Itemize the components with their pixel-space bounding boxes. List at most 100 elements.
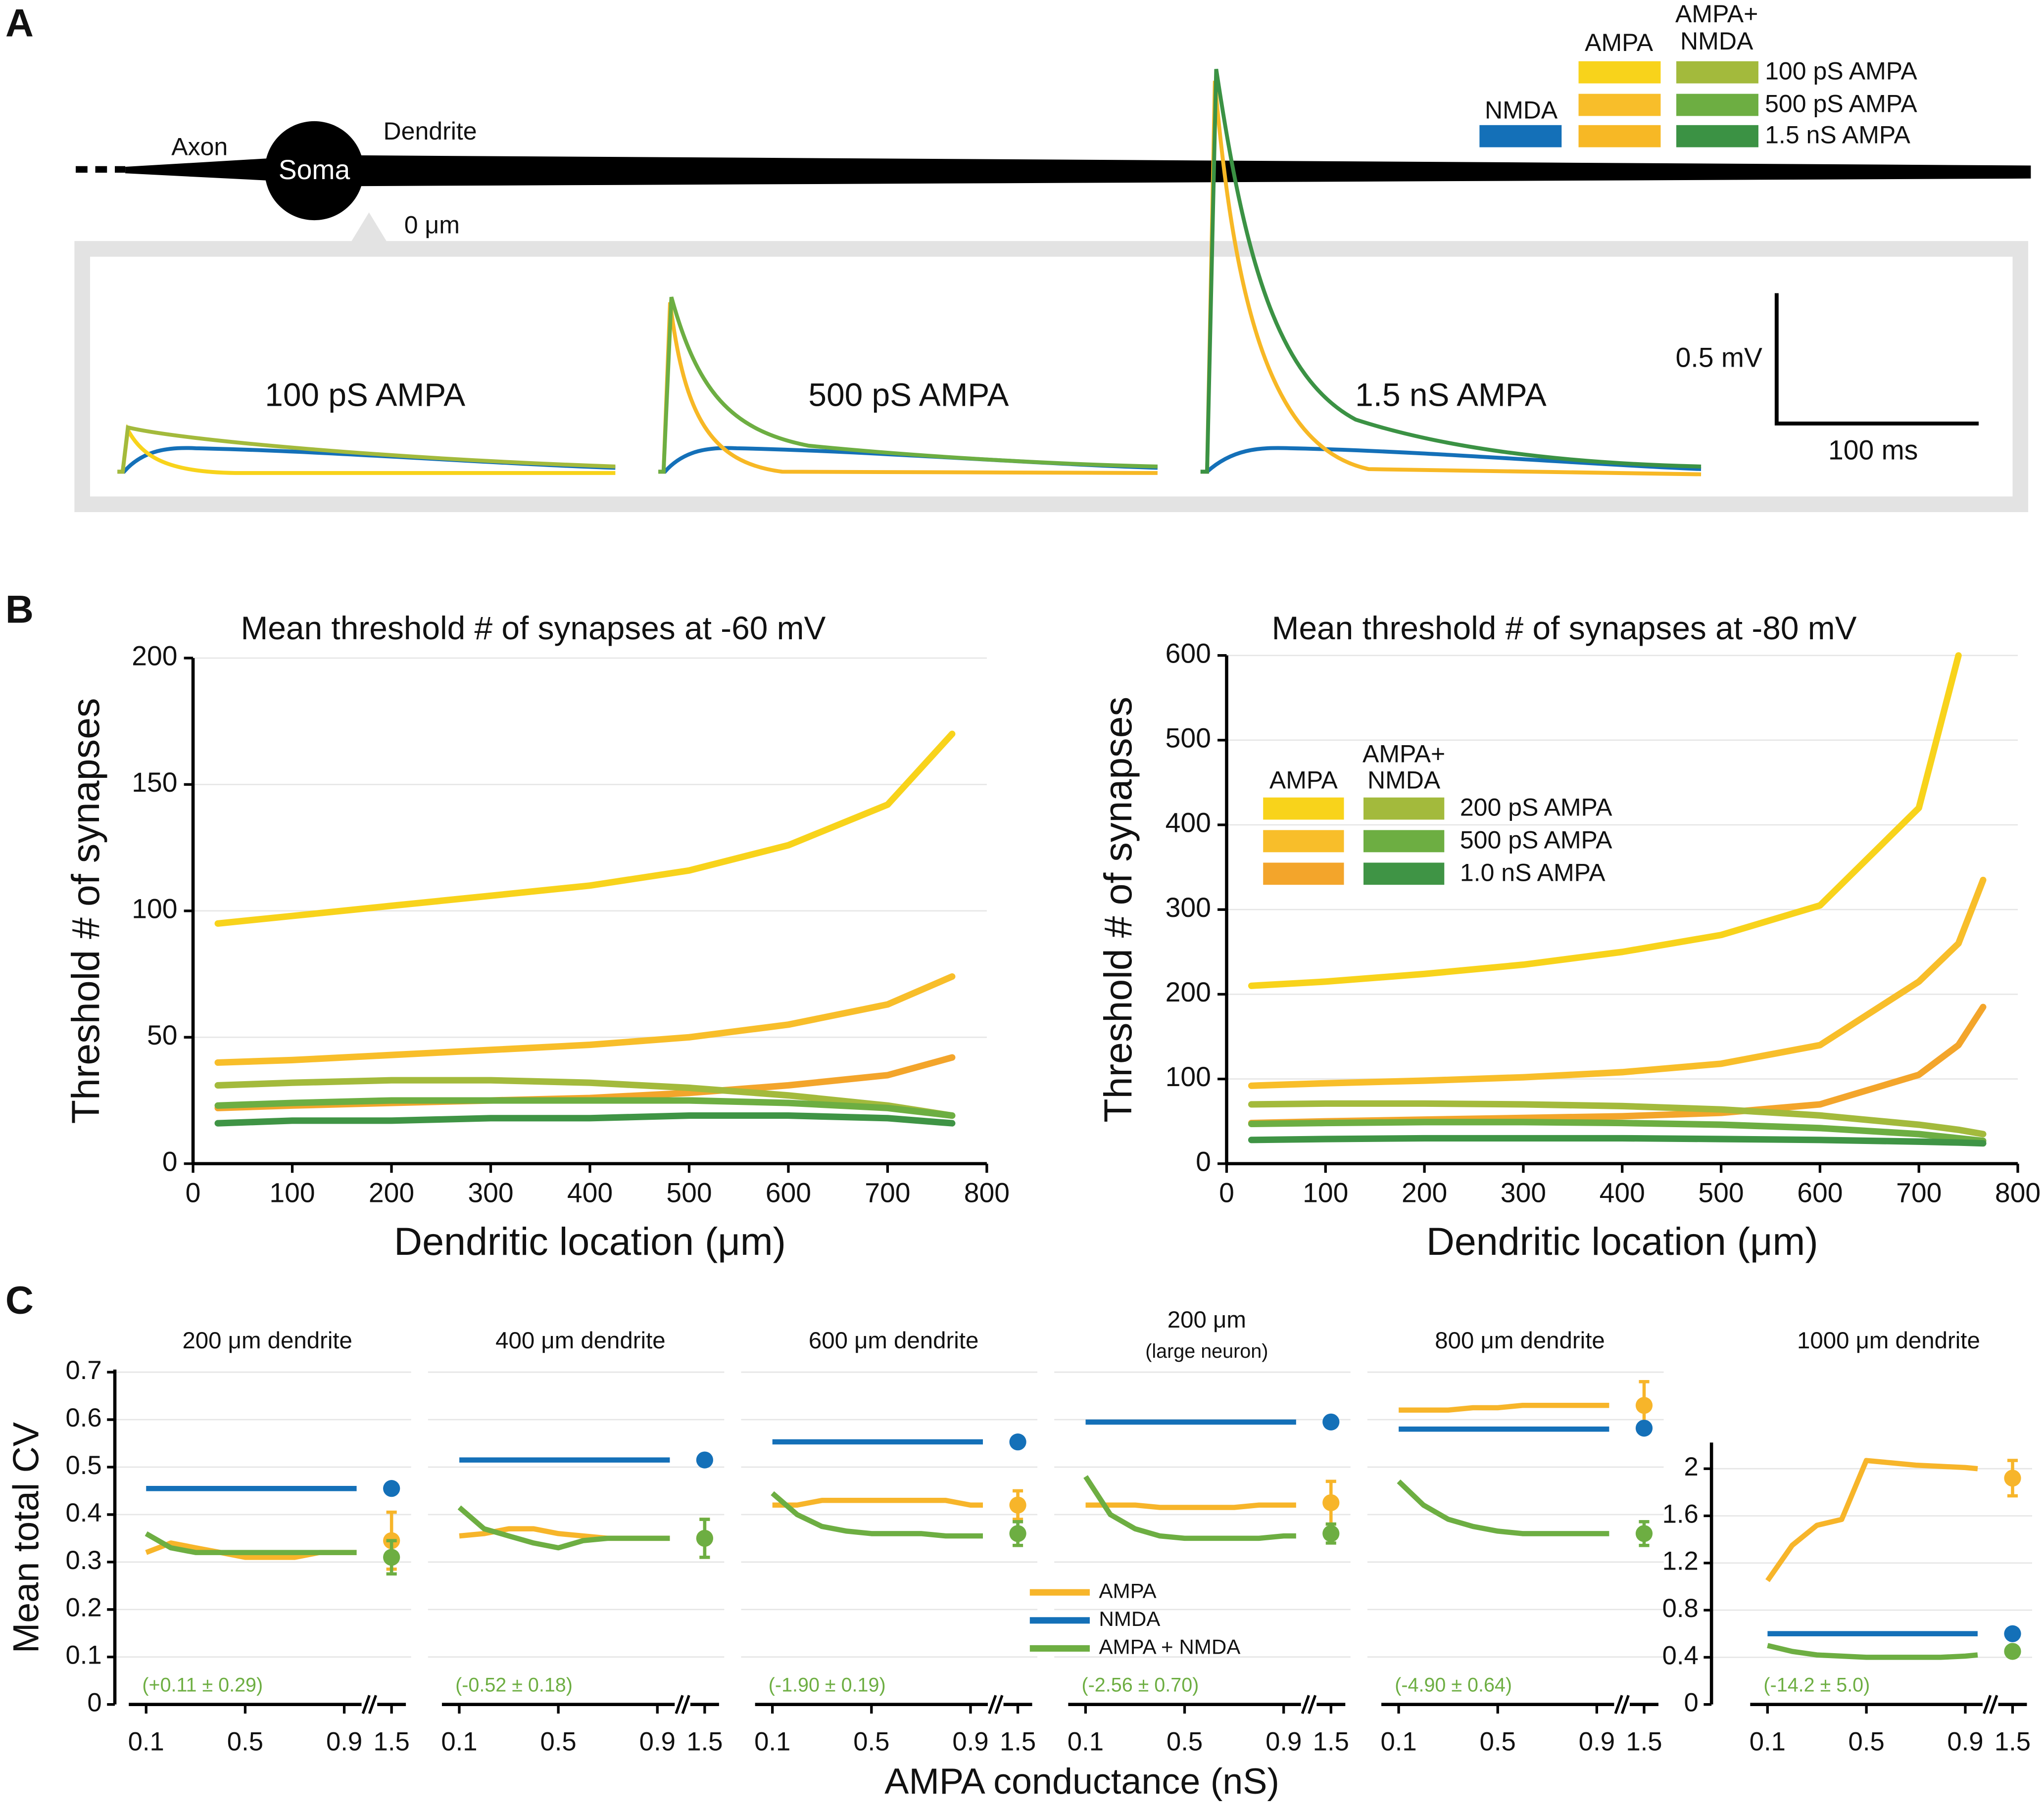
axon-label: Axon — [171, 133, 228, 160]
legend-swatch — [1578, 61, 1661, 84]
trace-nmda — [1200, 446, 1702, 474]
legend-header: AMPA — [1269, 766, 1338, 794]
dendrite — [313, 155, 2031, 187]
y-axis-label: Mean total CV — [5, 1422, 47, 1653]
y-tick-label: 0.4 — [1662, 1641, 1699, 1670]
annotation: (-0.52 ± 0.18) — [455, 1674, 573, 1696]
point — [1322, 1525, 1340, 1542]
legend-swatch — [1676, 61, 1758, 84]
scale-label: 0.5 mV — [1676, 342, 1762, 373]
legend-label: 100 pS AMPA — [1765, 57, 1917, 85]
y-axis-label: Threshold # of synapses — [63, 698, 107, 1124]
series-line — [214, 730, 956, 927]
soma — [264, 121, 364, 221]
series-line — [1397, 1479, 1609, 1536]
legend-label: 500 pS AMPA — [1460, 826, 1612, 854]
legend-label: AMPA + NMDA — [1099, 1635, 1241, 1659]
point — [383, 1549, 400, 1566]
y-tick-label: 0.7 — [66, 1356, 102, 1385]
trace-ampa-nmda — [117, 425, 616, 474]
x-tick-label: 700 — [1896, 1178, 1942, 1208]
y-tick-label: 0 — [1196, 1146, 1211, 1177]
x-tick-label: 100 — [1303, 1178, 1348, 1208]
legend-a: NMDA AMPA AMPA+ NMDA 100 pS AMPA 500 pS … — [1479, 0, 1917, 149]
series-line — [1083, 1475, 1296, 1541]
series-line — [1399, 1403, 1609, 1413]
annotation: (-4.90 ± 0.64) — [1395, 1674, 1512, 1696]
series-line — [1248, 1100, 1987, 1138]
x-tick-label: 0.5 — [1480, 1727, 1516, 1757]
series-line — [772, 1498, 983, 1508]
x-tick-label: 1.5 — [1313, 1727, 1349, 1757]
legend-label: AMPA — [1099, 1579, 1157, 1602]
series-line — [1248, 652, 1962, 989]
series-line — [214, 1077, 956, 1119]
x-tick-label: 0.1 — [1068, 1727, 1104, 1757]
legend-swatch — [1578, 125, 1661, 147]
trace-ampa — [1200, 80, 1702, 476]
x-tick-label: 200 — [369, 1178, 414, 1208]
series-line — [1248, 876, 1987, 1089]
legend-header: NMDA — [1367, 766, 1441, 794]
trace-label: 500 pS AMPA — [808, 377, 1009, 413]
legend-header: NMDA — [1485, 96, 1558, 124]
point — [1635, 1525, 1653, 1542]
axis-break — [1983, 1695, 1998, 1715]
y-axis-label: Threshold # of synapses — [1096, 697, 1140, 1123]
x-tick-label: 0.1 — [1380, 1727, 1416, 1757]
y-tick-label: 150 — [132, 767, 177, 798]
neuron-diagram: Soma Axon Dendrite 0 μm — [74, 117, 2031, 512]
legend-swatch — [1263, 797, 1344, 820]
point — [1009, 1433, 1026, 1451]
inset-frame — [74, 241, 2029, 512]
x-tick-label: 1.5 — [1000, 1727, 1036, 1757]
legend-header: NMDA — [1680, 27, 1753, 55]
legend-label: 1.0 nS AMPA — [1460, 858, 1606, 886]
x-tick-label: 1.5 — [1995, 1727, 2031, 1757]
series-line — [1248, 1135, 1987, 1147]
y-tick-label: 0.6 — [66, 1403, 102, 1432]
trace-label: 1.5 nS AMPA — [1355, 377, 1547, 413]
x-tick-label: 400 — [1600, 1178, 1645, 1208]
chart-title: 400 μm dendrite — [495, 1328, 665, 1354]
legend-label: 500 pS AMPA — [1765, 90, 1917, 118]
y-tick-label: 200 — [1166, 977, 1211, 1007]
x-tick-label: 100 — [269, 1178, 315, 1208]
x-tick-label: 0 — [186, 1178, 201, 1208]
y-tick-label: 200 — [132, 641, 177, 671]
x-tick-label: 400 — [567, 1178, 613, 1208]
series-line — [1767, 1643, 1978, 1660]
chart-subtitle: (large neuron) — [1145, 1340, 1268, 1362]
x-tick-label: 0.1 — [754, 1727, 790, 1757]
axon — [125, 157, 281, 182]
legend-swatch — [1676, 94, 1758, 116]
point — [1635, 1420, 1653, 1437]
x-tick-label: 0.1 — [441, 1727, 477, 1757]
point — [383, 1480, 400, 1497]
y-tick-label: 0.4 — [66, 1498, 102, 1527]
legend-swatch — [1578, 94, 1661, 116]
annotation: (-14.2 ± 5.0) — [1763, 1674, 1870, 1696]
legend-swatch — [1363, 862, 1445, 885]
x-tick-label: 800 — [1995, 1178, 2041, 1208]
x-tick-label: 300 — [468, 1178, 513, 1208]
axis-break — [1614, 1695, 1630, 1715]
trace-ampa-nmda — [1200, 68, 1702, 474]
y-tick-label: 50 — [147, 1020, 178, 1050]
series-line — [1085, 1502, 1296, 1510]
series-line — [145, 1531, 357, 1555]
epsp-traces — [117, 68, 1702, 476]
series-line — [1248, 1119, 1987, 1144]
series-line — [214, 973, 956, 1066]
axis-break — [675, 1695, 690, 1715]
y-tick-label: 400 — [1166, 808, 1211, 838]
point — [1635, 1397, 1653, 1414]
x-tick-label: 300 — [1501, 1178, 1546, 1208]
x-tick-label: 500 — [1698, 1178, 1744, 1208]
y-tick-label: 600 — [1166, 638, 1211, 668]
point — [1322, 1494, 1340, 1512]
x-tick-label: 0.5 — [227, 1727, 263, 1757]
point — [2004, 1625, 2021, 1642]
